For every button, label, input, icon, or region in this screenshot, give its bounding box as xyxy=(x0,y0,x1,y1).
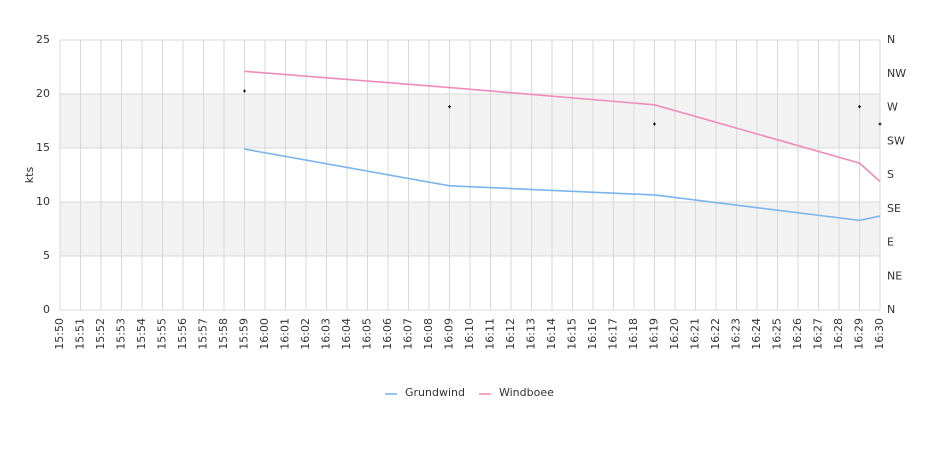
x-tick-label: 16:05 xyxy=(361,318,374,350)
x-tick-label: 15:56 xyxy=(176,318,189,350)
x-tick-label: 16:14 xyxy=(545,318,558,350)
y2-tick-label: N xyxy=(887,303,895,316)
y2-tick-label: SW xyxy=(887,134,905,147)
x-tick-label: 16:22 xyxy=(709,318,722,350)
direction-marker xyxy=(878,122,882,126)
legend-label: Windboee xyxy=(499,386,554,399)
x-tick-label: 15:58 xyxy=(217,318,230,350)
series-line xyxy=(244,70,881,183)
x-tick-label: 16:02 xyxy=(299,318,312,350)
direction-marker xyxy=(243,89,246,93)
x-tick-label: 15:52 xyxy=(94,318,107,350)
y2-tick-label: N xyxy=(887,33,895,46)
x-tick-label: 16:10 xyxy=(463,318,476,350)
direction-marker xyxy=(653,122,656,126)
x-tick-label: 15:59 xyxy=(238,318,251,350)
x-tick-label: 16:15 xyxy=(566,318,579,350)
x-tick-label: 16:03 xyxy=(320,318,333,350)
y-tick-label: 5 xyxy=(43,249,50,262)
series-line xyxy=(244,148,881,222)
x-tick-label: 16:09 xyxy=(443,318,456,350)
y-tick-label: 10 xyxy=(36,195,50,208)
x-tick-label: 16:16 xyxy=(586,318,599,350)
x-tick-label: 16:12 xyxy=(504,318,517,350)
y-tick-label: 20 xyxy=(36,87,50,100)
x-tick-label: 16:21 xyxy=(689,318,702,350)
x-tick-label: 16:18 xyxy=(627,318,640,350)
x-tick-label: 15:50 xyxy=(53,318,66,350)
legend-label: Grundwind xyxy=(405,386,465,399)
y-tick-label: 0 xyxy=(43,303,50,316)
x-tick-label: 16:11 xyxy=(484,318,497,350)
x-tick-label: 16:29 xyxy=(853,318,866,350)
y2-tick-label: NE xyxy=(887,269,902,282)
y2-tick-label: W xyxy=(887,101,898,114)
x-tick-label: 15:53 xyxy=(115,318,128,350)
direction-marker xyxy=(448,105,451,109)
x-tick-label: 16:27 xyxy=(812,318,825,350)
y2-tick-label: E xyxy=(887,236,894,249)
x-tick-label: 16:01 xyxy=(279,318,292,350)
y2-tick-label: NW xyxy=(887,67,906,80)
x-tick-label: 16:17 xyxy=(607,318,620,350)
y-axis-label: kts xyxy=(23,167,36,184)
y-tick-label: 15 xyxy=(36,141,50,154)
x-tick-label: 16:28 xyxy=(832,318,845,350)
y2-tick-label: SE xyxy=(887,202,901,215)
x-tick-label: 16:08 xyxy=(422,318,435,350)
x-tick-label: 16:00 xyxy=(258,318,271,350)
x-tick-label: 15:55 xyxy=(156,318,169,350)
y-tick-label: 25 xyxy=(36,33,50,46)
x-tick-label: 15:54 xyxy=(135,318,148,350)
x-tick-label: 16:07 xyxy=(402,318,415,350)
x-tick-label: 16:23 xyxy=(730,318,743,350)
direction-marker xyxy=(858,105,861,109)
y2-tick-label: S xyxy=(887,168,894,181)
x-tick-label: 16:06 xyxy=(381,318,394,350)
x-tick-label: 15:51 xyxy=(74,318,87,350)
x-tick-label: 15:57 xyxy=(197,318,210,350)
x-tick-label: 16:24 xyxy=(750,318,763,350)
x-tick-label: 16:26 xyxy=(791,318,804,350)
x-tick-label: 16:20 xyxy=(668,318,681,350)
x-tick-label: 16:30 xyxy=(873,318,886,350)
x-tick-label: 16:19 xyxy=(648,318,661,350)
x-tick-label: 16:13 xyxy=(525,318,538,350)
x-tick-label: 16:04 xyxy=(340,318,353,350)
x-tick-label: 16:25 xyxy=(771,318,784,350)
